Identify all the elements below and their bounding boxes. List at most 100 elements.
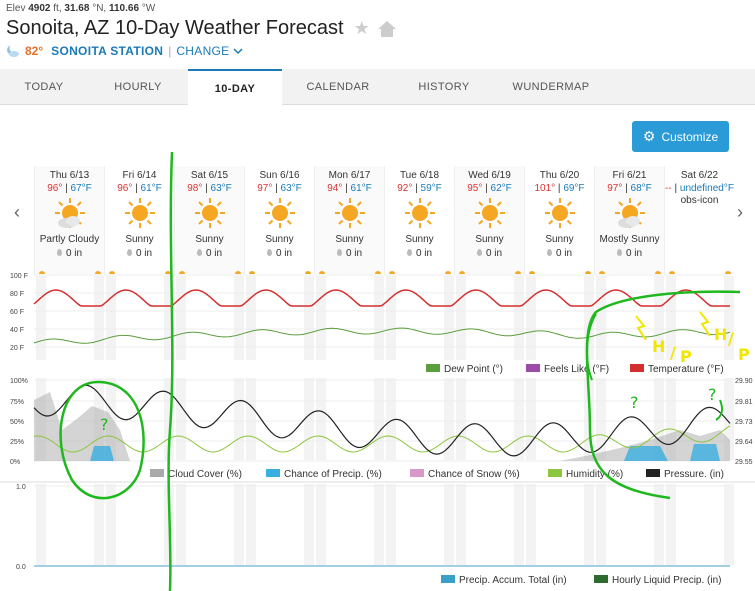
day-name: Sat 6/22: [680, 170, 719, 181]
night-band: [514, 276, 524, 360]
lightning-annotation: [635, 315, 647, 341]
raindrop-icon: [546, 249, 552, 256]
night-band: [584, 276, 594, 360]
night-band: [514, 484, 524, 565]
day-condition: Partly Cloudy: [39, 234, 100, 245]
night-band: [456, 484, 466, 565]
day-column[interactable]: Sun 6/16 97° | 63°F Sunny 0 in: [244, 166, 314, 274]
tab-history[interactable]: HISTORY: [418, 81, 470, 93]
day-column[interactable]: Thu 6/20 101° | 69°F Sunny 0 in: [524, 166, 594, 274]
night-band: [666, 276, 676, 360]
night-band: [526, 484, 536, 565]
day-condition: Sunny: [125, 234, 154, 245]
legend-label: Chance of Precip. (%): [284, 469, 382, 480]
home-icon[interactable]: [377, 20, 396, 37]
pressure-line: [33, 384, 731, 457]
precip-axis-tick: 0.0: [16, 564, 26, 571]
night-band: [234, 378, 244, 460]
day-condition: Sunny: [265, 234, 294, 245]
day-temps: 96° | 61°F: [117, 183, 162, 194]
legend-swatch: [266, 469, 280, 477]
day-temps: 101° | 69°F: [534, 183, 585, 194]
day-condition: Sunny: [405, 234, 434, 245]
night-band: [456, 276, 466, 360]
day-column[interactable]: Thu 6/13 96° | 67°F Partly Cloudy 0 in: [34, 166, 104, 274]
night-band: [386, 484, 396, 565]
legend-label: Dew Point (°): [444, 364, 503, 375]
temp-axis-tick: 40 F: [10, 327, 24, 334]
day-name: Thu 6/13: [49, 170, 90, 181]
hp-annotation: P: [680, 347, 692, 366]
night-band: [94, 484, 104, 565]
night-band: [724, 484, 734, 565]
day-precip: 0 in: [245, 248, 314, 259]
night-band: [724, 378, 734, 460]
tab-hourly[interactable]: HOURLY: [114, 81, 162, 93]
chevron-down-icon[interactable]: [233, 48, 244, 54]
day-temps: 95° | 62°F: [467, 183, 512, 194]
night-band: [94, 276, 104, 360]
night-band: [374, 378, 384, 460]
night-band: [666, 484, 676, 565]
question-mark-annotation: ?: [708, 385, 717, 404]
sun-icon: [194, 198, 225, 228]
precip-chance-area: [624, 446, 668, 461]
tab-10-day[interactable]: 10-DAY: [188, 69, 282, 106]
night-band: [526, 276, 536, 360]
day-precip: 0 in: [35, 248, 104, 259]
day-name: Fri 6/14: [122, 170, 157, 181]
previous-arrow-icon[interactable]: ‹: [14, 202, 20, 222]
sun-icon: [404, 198, 435, 228]
tab-wundermap[interactable]: WUNDERMAP: [512, 81, 590, 93]
day-column[interactable]: Mon 6/17 94° | 61°F Sunny 0 in: [314, 166, 384, 274]
day-temps: 96° | 67°F: [47, 183, 92, 194]
night-band: [444, 378, 454, 460]
night-band: [246, 484, 256, 565]
precip-chance-area: [90, 446, 114, 461]
tab-today[interactable]: TODAY: [24, 81, 64, 93]
legend-label: Temperature (°F): [648, 364, 724, 375]
legend-swatch: [150, 469, 164, 477]
day-condition: Sunny: [475, 234, 504, 245]
day-column[interactable]: Sat 6/15 98° | 63°F Sunny 0 in: [174, 166, 244, 274]
tab-calendar[interactable]: CALENDAR: [306, 81, 370, 93]
question-mark-annotation: ?: [100, 415, 109, 434]
night-band: [304, 276, 314, 360]
day-column[interactable]: Tue 6/18 92° | 59°F Sunny 0 in: [384, 166, 454, 274]
hp-annotation: H: [714, 325, 727, 344]
change-location-link[interactable]: CHANGE: [176, 44, 230, 58]
day-column[interactable]: Wed 6/19 95° | 62°F Sunny 0 in: [454, 166, 524, 274]
night-band: [654, 378, 664, 460]
night-band: [654, 276, 664, 360]
day-column[interactable]: Fri 6/21 97° | 68°F Mostly Sunny 0 in: [594, 166, 664, 274]
day-column[interactable]: Fri 6/14 96° | 61°F Sunny 0 in: [104, 166, 174, 274]
favorite-star-icon[interactable]: ★: [353, 18, 370, 38]
customize-button[interactable]: ⚙ Customize: [632, 121, 729, 152]
sun-markers: [35, 271, 105, 274]
night-band: [444, 276, 454, 360]
gear-icon: ⚙: [642, 128, 656, 144]
hp-annotation: /: [728, 329, 734, 348]
current-temp: 82°: [25, 44, 44, 58]
precip-axis-tick: 1.0: [16, 484, 26, 491]
night-band: [176, 484, 186, 565]
raindrop-icon: [266, 249, 272, 256]
legend-swatch: [526, 364, 540, 372]
raindrop-icon: [56, 249, 62, 256]
legend-label: Hourly Liquid Precip. (in): [612, 575, 722, 586]
day-column[interactable]: Sat 6/22 -- | undefined°F obs-icon: [664, 166, 734, 274]
forecast-tabs: TODAY HOURLY 10-DAY CALENDAR HISTORY WUN…: [0, 69, 755, 106]
day-precip: 0 in: [595, 248, 664, 259]
sun-markers: [175, 271, 245, 274]
humidity-line: [33, 425, 731, 453]
station-link[interactable]: SONOITA STATION: [51, 44, 164, 58]
temperature-line: [33, 289, 730, 307]
sun-markers: [525, 271, 595, 274]
day-temps: 97° | 68°F: [607, 183, 652, 194]
day-name: Tue 6/18: [399, 170, 440, 181]
night-band: [654, 484, 664, 565]
day-name: Sun 6/16: [259, 170, 300, 181]
legend-swatch: [594, 575, 608, 583]
day-temps: -- | undefined°F: [665, 183, 734, 194]
next-arrow-icon[interactable]: ›: [737, 202, 743, 222]
